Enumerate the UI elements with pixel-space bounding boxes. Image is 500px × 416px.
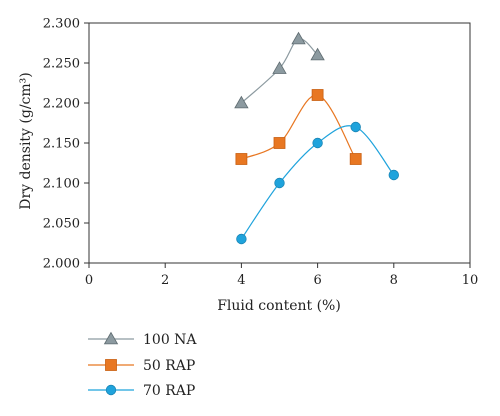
legend: 100 NA 50 RAP 70 RAP <box>88 331 197 399</box>
x-tick-label: 4 <box>237 273 245 288</box>
data-point <box>234 95 249 109</box>
data-point <box>388 169 400 181</box>
legend-label: 50 RAP <box>143 358 195 374</box>
legend-marker <box>105 384 117 396</box>
data-point <box>350 121 361 133</box>
data-point <box>310 47 325 61</box>
y-tick-label: 2.150 <box>43 137 80 152</box>
x-tick-label: 6 <box>313 273 321 288</box>
y-axis-title: Dry density (g/cm³) <box>18 72 34 210</box>
data-point <box>272 61 287 74</box>
legend-marker <box>105 359 117 371</box>
data-point <box>312 137 323 149</box>
series-curve <box>240 38 319 104</box>
y-tick-label: 2.000 <box>43 257 80 272</box>
x-axis-title: Fluid content (%) <box>217 298 341 314</box>
y-tick-label: 2.200 <box>43 97 80 112</box>
series-curve <box>241 94 357 160</box>
x-tick-label: 0 <box>85 273 93 288</box>
data-point <box>311 89 324 101</box>
y-axis-ticks: 2.000 2.050 2.100 2.150 2.200 2.250 2.300 <box>43 17 89 272</box>
series-markers <box>234 31 400 245</box>
y-tick-label: 2.250 <box>43 57 80 72</box>
x-tick-label: 2 <box>161 273 169 288</box>
y-tick-label: 2.050 <box>43 217 80 232</box>
y-tick-label: 2.100 <box>43 177 80 192</box>
y-tick-label: 2.300 <box>43 17 80 32</box>
legend-label: 100 NA <box>143 332 197 348</box>
data-point <box>291 31 306 45</box>
data-point <box>235 153 248 165</box>
data-point <box>273 137 286 149</box>
legend-marker <box>103 331 119 345</box>
x-tick-label: 10 <box>462 273 479 288</box>
data-point <box>349 153 362 165</box>
data-point <box>236 233 247 245</box>
legend-label: 70 RAP <box>143 383 195 399</box>
x-axis-ticks: 0 2 4 6 8 10 <box>85 263 478 288</box>
data-point <box>274 177 285 189</box>
x-tick-label: 8 <box>390 273 398 288</box>
